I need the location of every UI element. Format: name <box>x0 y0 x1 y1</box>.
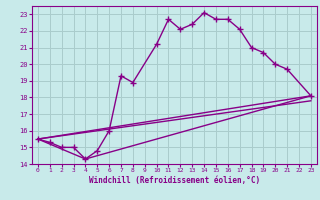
X-axis label: Windchill (Refroidissement éolien,°C): Windchill (Refroidissement éolien,°C) <box>89 176 260 185</box>
